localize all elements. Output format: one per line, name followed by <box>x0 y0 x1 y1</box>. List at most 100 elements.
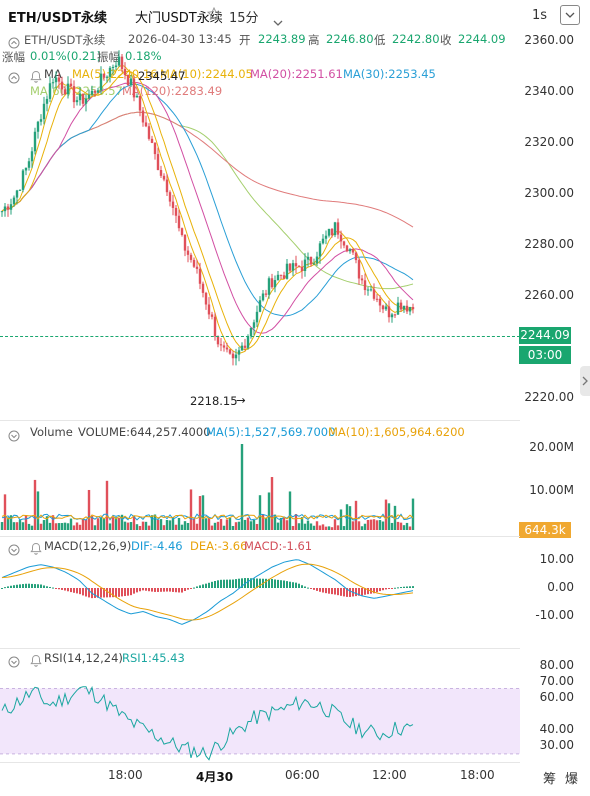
macd-title: MACD(12,26,9) <box>44 539 132 553</box>
volume-bar <box>246 517 250 530</box>
volume-bar <box>168 520 172 530</box>
chips-button[interactable]: 筹 <box>543 772 557 787</box>
candle-body <box>171 201 175 208</box>
candle-body <box>144 122 148 127</box>
timeframe-select[interactable]: 15分 <box>229 11 259 26</box>
volume-bar <box>303 523 307 530</box>
ohlc-open-label: 开 <box>239 33 251 47</box>
candle-body <box>195 266 199 269</box>
candle-body <box>387 306 391 318</box>
candle-body <box>354 252 358 261</box>
ma20-value: MA(20):2251.61 <box>250 67 343 81</box>
volume-axis-label: 10.00M <box>529 483 574 497</box>
macd-bar <box>226 579 228 588</box>
macd-bar <box>268 578 270 588</box>
macd-bar <box>409 586 411 588</box>
macd-bar <box>145 588 147 591</box>
macd-dif-line <box>1 559 414 625</box>
volume-bar <box>354 500 358 530</box>
collapse-icon[interactable] <box>8 541 20 556</box>
macd-bar <box>163 588 165 592</box>
volume-bar <box>237 521 241 530</box>
macd-bar <box>289 581 291 588</box>
volume-bar <box>132 515 136 530</box>
rsi-chart <box>0 685 520 761</box>
macd-bar <box>106 588 108 598</box>
volume-bar <box>114 517 118 530</box>
candle-body <box>393 314 397 316</box>
macd-bar <box>295 582 297 588</box>
macd-bar <box>55 588 57 589</box>
rsi-band <box>0 688 520 754</box>
dropdown-panel-icon[interactable] <box>560 5 580 25</box>
interval-button[interactable]: 1s <box>532 8 548 23</box>
chevron-down-icon[interactable] <box>273 12 283 31</box>
candle-body <box>348 249 352 252</box>
volume-bar <box>306 520 310 530</box>
macd-bar <box>310 588 312 589</box>
candle-body <box>213 316 217 337</box>
time-axis-label: 18:00 <box>108 768 143 782</box>
volume-bar <box>39 523 43 530</box>
volume-bar <box>15 522 19 530</box>
bell-icon[interactable] <box>30 68 42 87</box>
macd-bar <box>172 588 174 592</box>
candle-body <box>309 256 313 265</box>
symbol-title[interactable]: ETH/USDT永续 <box>8 11 107 26</box>
rsi-title: RSI(14,12,24) <box>44 651 123 665</box>
macd-bar <box>196 586 198 588</box>
macd-bar <box>43 585 45 588</box>
candle-body <box>318 243 322 257</box>
arrow-right-icon: → <box>236 393 246 407</box>
macd-bar <box>229 579 231 588</box>
candle-body <box>99 73 103 91</box>
candle-body <box>150 138 154 143</box>
macd-bar <box>46 586 48 588</box>
ma10-value: MA(10):2244.05 <box>160 67 253 81</box>
candle-body <box>282 275 286 279</box>
rsi-axis-label: 40.00 <box>539 722 574 736</box>
candle-body <box>330 228 334 236</box>
high-marker: 2345.47 <box>138 69 186 83</box>
macd-bar <box>112 588 114 598</box>
volume-bar <box>207 518 211 530</box>
volume-value: VOLUME:644,257.4000 <box>78 425 211 439</box>
candle-body <box>117 56 121 66</box>
macd-bar <box>316 588 318 591</box>
macd-bar <box>31 583 33 588</box>
candle-body <box>408 307 412 312</box>
candlestick-chart[interactable] <box>0 26 520 420</box>
macd-bar <box>184 588 186 591</box>
candle-body <box>270 278 274 288</box>
volume-bar <box>402 525 406 530</box>
bell-icon[interactable] <box>30 652 42 671</box>
volume-bar <box>282 517 286 530</box>
collapse-icon[interactable] <box>8 653 20 668</box>
collapse-icon[interactable] <box>8 34 20 49</box>
candle-body <box>153 142 157 155</box>
volume-bar <box>270 477 274 530</box>
price-axis-label: 2320.00 <box>524 135 574 149</box>
volume-bar <box>147 525 151 530</box>
volume-bar <box>324 526 328 530</box>
bell-icon[interactable] <box>30 540 42 559</box>
volume-bar <box>243 519 247 530</box>
macd-bar <box>28 583 30 588</box>
volume-title: Volume <box>30 425 73 439</box>
collapse-icon[interactable] <box>8 69 20 84</box>
macd-bar <box>100 588 102 598</box>
candle-body <box>225 347 229 350</box>
macd-bar <box>388 588 390 589</box>
candle-body <box>168 192 172 202</box>
star-icon[interactable] <box>206 6 222 25</box>
ma30-value: MA(30):2253.45 <box>343 67 436 81</box>
collapse-icon[interactable] <box>8 427 20 442</box>
volume-bar <box>204 518 208 530</box>
candle-body <box>240 345 244 351</box>
side-handle[interactable] <box>580 366 590 396</box>
volume-bar <box>75 522 79 530</box>
macd-bar <box>154 588 156 592</box>
liquidation-button[interactable]: 爆 <box>565 772 579 787</box>
macd-bar <box>334 588 336 595</box>
volume-ma5: MA(5):1,527,569.7000 <box>206 425 336 439</box>
